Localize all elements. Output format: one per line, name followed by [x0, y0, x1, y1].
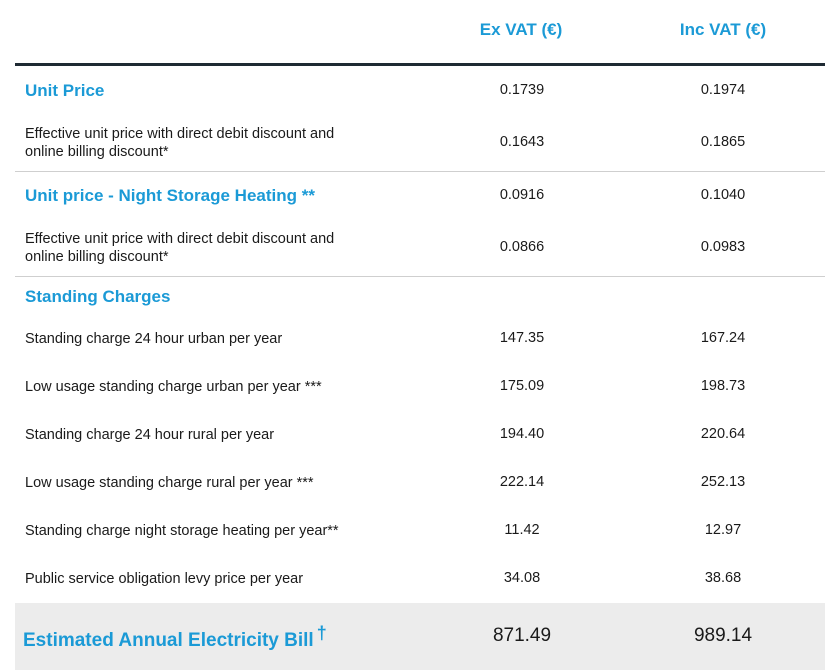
- section-title-unit-price: Unit Price: [25, 81, 105, 100]
- total-ex-vat: 871.49: [492, 625, 552, 646]
- standing-row-ex-vat: 222.14: [499, 474, 545, 490]
- dagger-footnote-mark: †: [316, 623, 327, 643]
- unit-price-discount-label-line2: online billing discount*: [25, 144, 169, 160]
- night-storage-inc-vat: 0.1040: [700, 187, 746, 203]
- standing-row-label: Public service obligation levy price per…: [25, 571, 304, 587]
- standing-row-ex-vat: 147.35: [499, 330, 545, 346]
- section-title-night-storage: Unit price - Night Storage Heating **: [25, 186, 315, 205]
- night-storage-discount-ex-vat: 0.0866: [499, 239, 545, 255]
- standing-row-inc-vat: 167.24: [700, 330, 746, 346]
- section-divider: [15, 171, 825, 172]
- unit-price-discount-label-line1: Effective unit price with direct debit d…: [25, 126, 335, 142]
- header-rule: [15, 63, 825, 66]
- standing-row-label: Standing charge 24 hour urban per year: [25, 331, 283, 347]
- standing-row-ex-vat: 34.08: [503, 570, 541, 586]
- total-label-text: Estimated Annual Electricity Bill: [23, 630, 314, 651]
- standing-row-label: Standing charge 24 hour rural per year: [25, 427, 275, 443]
- total-inc-vat: 989.14: [693, 625, 753, 646]
- standing-row-label: Low usage standing charge rural per year…: [25, 475, 314, 491]
- standing-row-ex-vat: 194.40: [499, 426, 545, 442]
- standing-row-label: Low usage standing charge urban per year…: [25, 379, 322, 395]
- section-title-standing-charges: Standing Charges: [25, 287, 171, 306]
- table-header: Ex VAT (€) Inc VAT (€): [0, 0, 837, 64]
- standing-row-inc-vat: 220.64: [700, 426, 746, 442]
- night-storage-discount-label-line2: online billing discount*: [25, 249, 169, 265]
- total-row: Estimated Annual Electricity Bill † 871.4…: [15, 603, 825, 670]
- standing-row-label: Standing charge night storage heating pe…: [25, 523, 339, 539]
- standing-row-inc-vat: 198.73: [700, 378, 746, 394]
- standing-row-inc-vat: 38.68: [704, 570, 742, 586]
- unit-price-discount-inc-vat: 0.1865: [700, 134, 746, 150]
- standing-row-ex-vat: 11.42: [504, 522, 540, 538]
- night-storage-discount-label-line1: Effective unit price with direct debit d…: [25, 231, 335, 247]
- column-header-ex-vat: Ex VAT (€): [479, 20, 563, 39]
- night-storage-discount-inc-vat: 0.0983: [700, 239, 746, 255]
- unit-price-ex-vat: 0.1739: [499, 82, 545, 98]
- section-divider: [15, 276, 825, 277]
- column-header-inc-vat: Inc VAT (€): [679, 20, 767, 39]
- standing-row-inc-vat: 252.13: [700, 474, 746, 490]
- night-storage-ex-vat: 0.0916: [499, 187, 545, 203]
- unit-price-discount-ex-vat: 0.1643: [499, 134, 545, 150]
- total-label: Estimated Annual Electricity Bill †: [23, 623, 327, 652]
- unit-price-inc-vat: 0.1974: [700, 82, 746, 98]
- standing-row-inc-vat: 12.97: [704, 522, 742, 538]
- standing-row-ex-vat: 175.09: [499, 378, 545, 394]
